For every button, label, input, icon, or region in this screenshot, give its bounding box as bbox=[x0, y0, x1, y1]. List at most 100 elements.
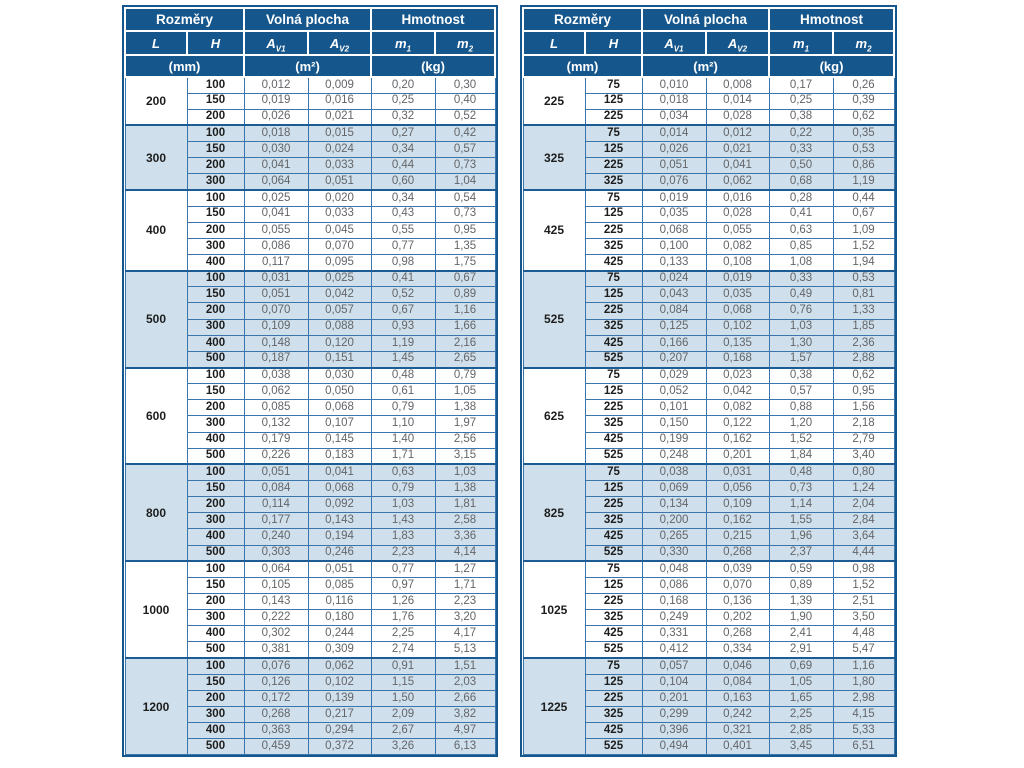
m2-cell: 0,54 bbox=[434, 188, 496, 207]
table-row: 500 0,226 0,183 1,71 3,15 bbox=[125, 447, 496, 465]
col-header-m2: m2 bbox=[832, 30, 895, 56]
m2-cell: 3,64 bbox=[832, 528, 895, 546]
m2-cell: 0,73 bbox=[434, 205, 496, 223]
table-row: 325 0,249 0,202 1,90 3,50 bbox=[523, 609, 895, 627]
m2-cell: 2,04 bbox=[832, 496, 895, 514]
m1-cell: 0,85 bbox=[768, 237, 834, 256]
table-row: 400 0,148 0,120 1,19 2,16 bbox=[125, 334, 496, 352]
av1-cell: 0,012 bbox=[243, 75, 309, 94]
table-row: 125 0,026 0,021 0,33 0,53 bbox=[523, 141, 895, 159]
av2-cell: 0,041 bbox=[705, 157, 770, 175]
height-cell: 200 bbox=[186, 157, 245, 175]
av2-cell: 0,031 bbox=[705, 463, 770, 482]
av1-cell: 0,117 bbox=[243, 254, 309, 272]
av2-cell: 0,033 bbox=[307, 205, 372, 223]
av1-cell: 0,133 bbox=[641, 254, 707, 272]
m1-cell: 1,84 bbox=[768, 447, 834, 465]
table-row: 625 75 0,029 0,023 0,38 0,62 bbox=[522, 366, 895, 465]
m2-cell: 1,24 bbox=[832, 480, 895, 498]
table-row: 200 100 0,012 0,009 0,20 0,30 bbox=[124, 75, 496, 126]
table-row: 150 0,105 0,085 0,97 1,71 bbox=[125, 576, 496, 595]
m1-cell: 0,44 bbox=[370, 157, 436, 175]
av2-cell: 0,019 bbox=[705, 269, 770, 288]
table-row: 825 75 0,038 0,031 0,48 0,80 bbox=[522, 463, 895, 562]
length-cell: 325 bbox=[522, 124, 586, 191]
header-group-row: Rozměry Volná plocha Hmotnost bbox=[124, 7, 496, 32]
av2-cell: 0,016 bbox=[307, 92, 372, 110]
av2-cell: 0,294 bbox=[307, 722, 372, 740]
av2-cell: 0,143 bbox=[307, 512, 372, 530]
av1-cell: 0,086 bbox=[641, 576, 707, 595]
height-cell: 150 bbox=[186, 205, 245, 223]
table-row: 150 0,126 0,102 1,15 2,03 bbox=[125, 673, 496, 691]
av2-cell: 0,162 bbox=[705, 512, 770, 530]
av2-cell: 0,008 bbox=[705, 75, 770, 94]
height-cell: 525 bbox=[584, 641, 643, 659]
m1-cell: 0,67 bbox=[370, 302, 436, 320]
m1-cell: 0,91 bbox=[370, 657, 436, 675]
length-cell: 200 bbox=[124, 75, 188, 126]
av1-cell: 0,148 bbox=[243, 334, 309, 352]
av2-cell: 0,107 bbox=[307, 415, 372, 433]
m1-cell: 0,28 bbox=[768, 188, 834, 207]
m1-cell: 0,59 bbox=[768, 560, 834, 578]
height-cell: 200 bbox=[186, 221, 245, 239]
height-cell: 100 bbox=[186, 463, 245, 482]
av1-cell: 0,019 bbox=[641, 188, 707, 207]
height-cell: 150 bbox=[186, 383, 245, 401]
height-cell: 525 bbox=[584, 738, 643, 756]
header-weight: Hmotnost bbox=[768, 7, 895, 32]
av2-cell: 0,246 bbox=[307, 544, 372, 562]
av1-cell: 0,057 bbox=[641, 657, 707, 675]
av1-cell: 0,035 bbox=[641, 205, 707, 223]
m2-cell: 0,62 bbox=[832, 108, 895, 126]
table-row: 200 0,055 0,045 0,55 0,95 bbox=[125, 221, 496, 239]
av1-cell: 0,029 bbox=[641, 366, 707, 385]
av2-cell: 0,120 bbox=[307, 334, 372, 352]
av1-cell: 0,265 bbox=[641, 528, 707, 546]
m1-cell: 0,17 bbox=[768, 75, 834, 94]
m1-cell: 0,73 bbox=[768, 480, 834, 498]
m1-cell: 2,85 bbox=[768, 722, 834, 740]
av2-cell: 0,268 bbox=[705, 625, 770, 643]
unit-kg: (kg) bbox=[370, 54, 496, 78]
m1-cell: 0,38 bbox=[768, 366, 834, 385]
av1-cell: 0,126 bbox=[243, 673, 309, 691]
m1-cell: 2,23 bbox=[370, 544, 436, 562]
unit-m2: (m²) bbox=[640, 54, 771, 78]
m2-cell: 0,26 bbox=[832, 75, 895, 94]
av2-cell: 0,217 bbox=[307, 705, 372, 724]
av2-cell: 0,088 bbox=[307, 318, 372, 336]
m2-cell: 4,15 bbox=[832, 705, 895, 724]
m2-cell: 1,16 bbox=[434, 302, 496, 320]
m1-cell: 2,09 bbox=[370, 705, 436, 724]
av1-cell: 0,494 bbox=[641, 738, 707, 756]
av1-cell: 0,179 bbox=[243, 431, 309, 449]
av1-cell: 0,064 bbox=[243, 560, 309, 578]
m1-cell: 0,89 bbox=[768, 576, 834, 595]
av1-cell: 0,025 bbox=[243, 188, 309, 207]
height-cell: 425 bbox=[584, 528, 643, 546]
m1-cell: 1,20 bbox=[768, 415, 834, 433]
m1-cell: 0,52 bbox=[370, 286, 436, 304]
av2-cell: 0,151 bbox=[307, 350, 372, 369]
av1-cell: 0,143 bbox=[243, 592, 309, 611]
av2-cell: 0,033 bbox=[307, 157, 372, 175]
av2-cell: 0,201 bbox=[705, 447, 770, 465]
height-cell: 500 bbox=[186, 641, 245, 659]
av2-cell: 0,009 bbox=[307, 75, 372, 94]
av2-cell: 0,084 bbox=[705, 673, 770, 691]
av1-cell: 0,019 bbox=[243, 92, 309, 110]
height-cell: 400 bbox=[186, 528, 245, 546]
header-free-area: Volná plocha bbox=[242, 7, 373, 32]
av1-cell: 0,041 bbox=[243, 205, 309, 223]
av2-cell: 0,046 bbox=[705, 657, 770, 675]
m1-cell: 0,79 bbox=[370, 480, 436, 498]
m1-cell: 0,57 bbox=[768, 383, 834, 401]
m2-cell: 1,94 bbox=[832, 254, 895, 272]
m1-cell: 1,71 bbox=[370, 447, 436, 465]
av1-cell: 0,030 bbox=[243, 141, 309, 159]
height-cell: 325 bbox=[584, 237, 643, 256]
m1-cell: 3,26 bbox=[370, 738, 436, 756]
m1-cell: 1,19 bbox=[370, 334, 436, 352]
